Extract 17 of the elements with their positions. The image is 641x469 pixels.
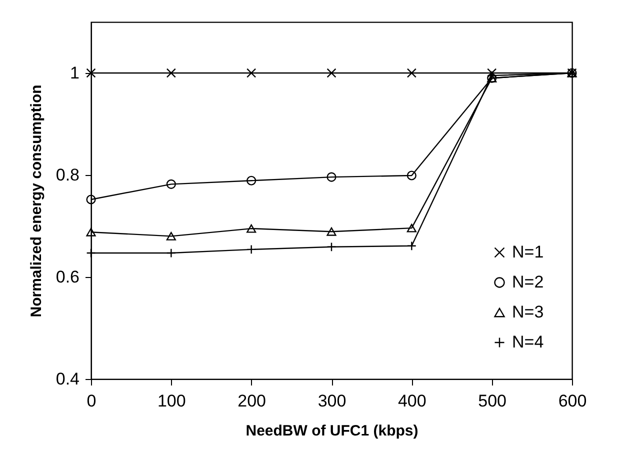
y-tick-label: 0.4 bbox=[56, 370, 80, 388]
x-tick-label: 0 bbox=[86, 392, 96, 410]
x-tick-label: 100 bbox=[157, 392, 186, 410]
y-tick-label: 1 bbox=[70, 64, 80, 82]
x-tick-label: 600 bbox=[558, 392, 587, 410]
x-tick-label: 200 bbox=[238, 392, 266, 410]
y-axis-title: Normalized energy consumption bbox=[28, 84, 45, 318]
x-tick-label: 300 bbox=[318, 392, 346, 410]
legend-label: N=3 bbox=[512, 302, 544, 322]
x-tick-label: 400 bbox=[398, 392, 426, 410]
legend-label: N=1 bbox=[512, 242, 544, 262]
y-tick-label: 0.8 bbox=[56, 166, 80, 184]
legend-label: N=4 bbox=[512, 332, 544, 352]
x-axis-title: NeedBW of UFC1 (kbps) bbox=[246, 422, 418, 440]
legend-label: N=2 bbox=[512, 272, 544, 292]
y-tick-label: 0.6 bbox=[56, 268, 80, 286]
x-tick-label: 500 bbox=[478, 392, 507, 410]
